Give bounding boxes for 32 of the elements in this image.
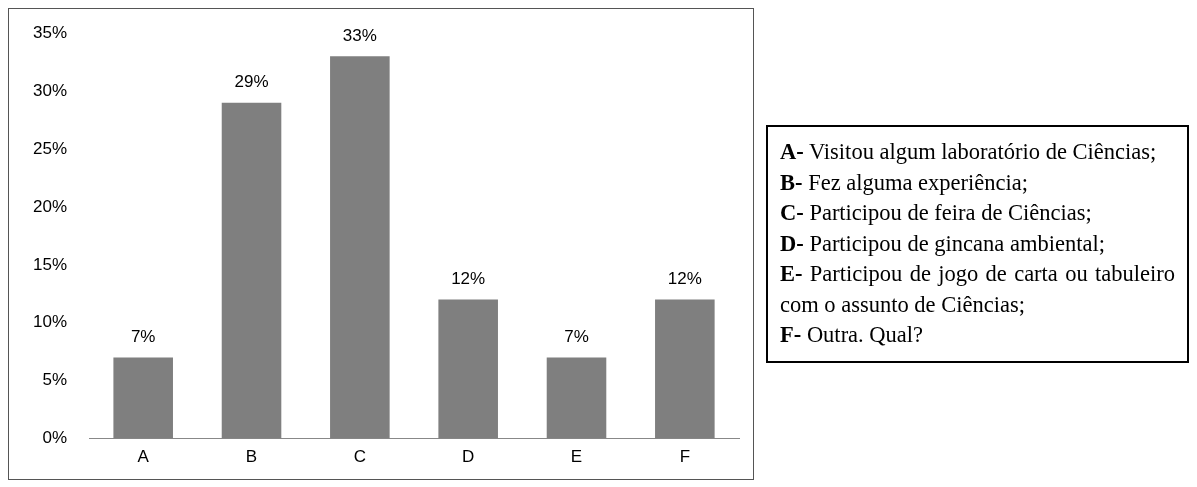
text: E- Participou de jogo de carta ou tabuleiro com o assunto de Ciências; [780,261,1175,317]
bar [546,357,607,439]
bar [221,102,282,439]
x-tick-label: B [245,447,258,467]
y-tick-label: 30% [32,80,68,100]
text: C- Participou de feira de Ciências; [780,200,1092,226]
y-tick-label: 0% [42,428,68,448]
text: B- Fez alguma experiência; [780,169,1029,195]
x-tick-label: E [570,447,583,467]
y-tick-label: 15% [32,254,68,274]
x-tick-label: A [137,447,150,467]
data-label: 7% [130,326,156,346]
bar [113,357,173,439]
x-tick-label: C [353,447,366,467]
y-tick-label: 25% [32,138,68,158]
x-tick-label: D [462,447,475,467]
data-label: 29% [234,71,269,91]
data-label: 7% [564,326,589,346]
x-tick-label: F [679,447,691,467]
data-label: 33% [342,25,377,45]
y-tick-label: 5% [42,370,68,390]
data-label: 12% [451,268,486,288]
text: D- Participou de gincana ambiental; [780,230,1105,256]
text: F- Outra. Qual? [780,322,924,348]
data-label: 12% [667,268,702,288]
bar [438,299,498,439]
y-tick-label: 20% [32,196,68,216]
bar [655,299,715,439]
bar [330,56,390,439]
y-tick-label: 10% [32,312,68,332]
text: A- Visitou algum laboratório de Ciências; [780,139,1157,165]
y-tick-label: 35% [32,22,68,42]
